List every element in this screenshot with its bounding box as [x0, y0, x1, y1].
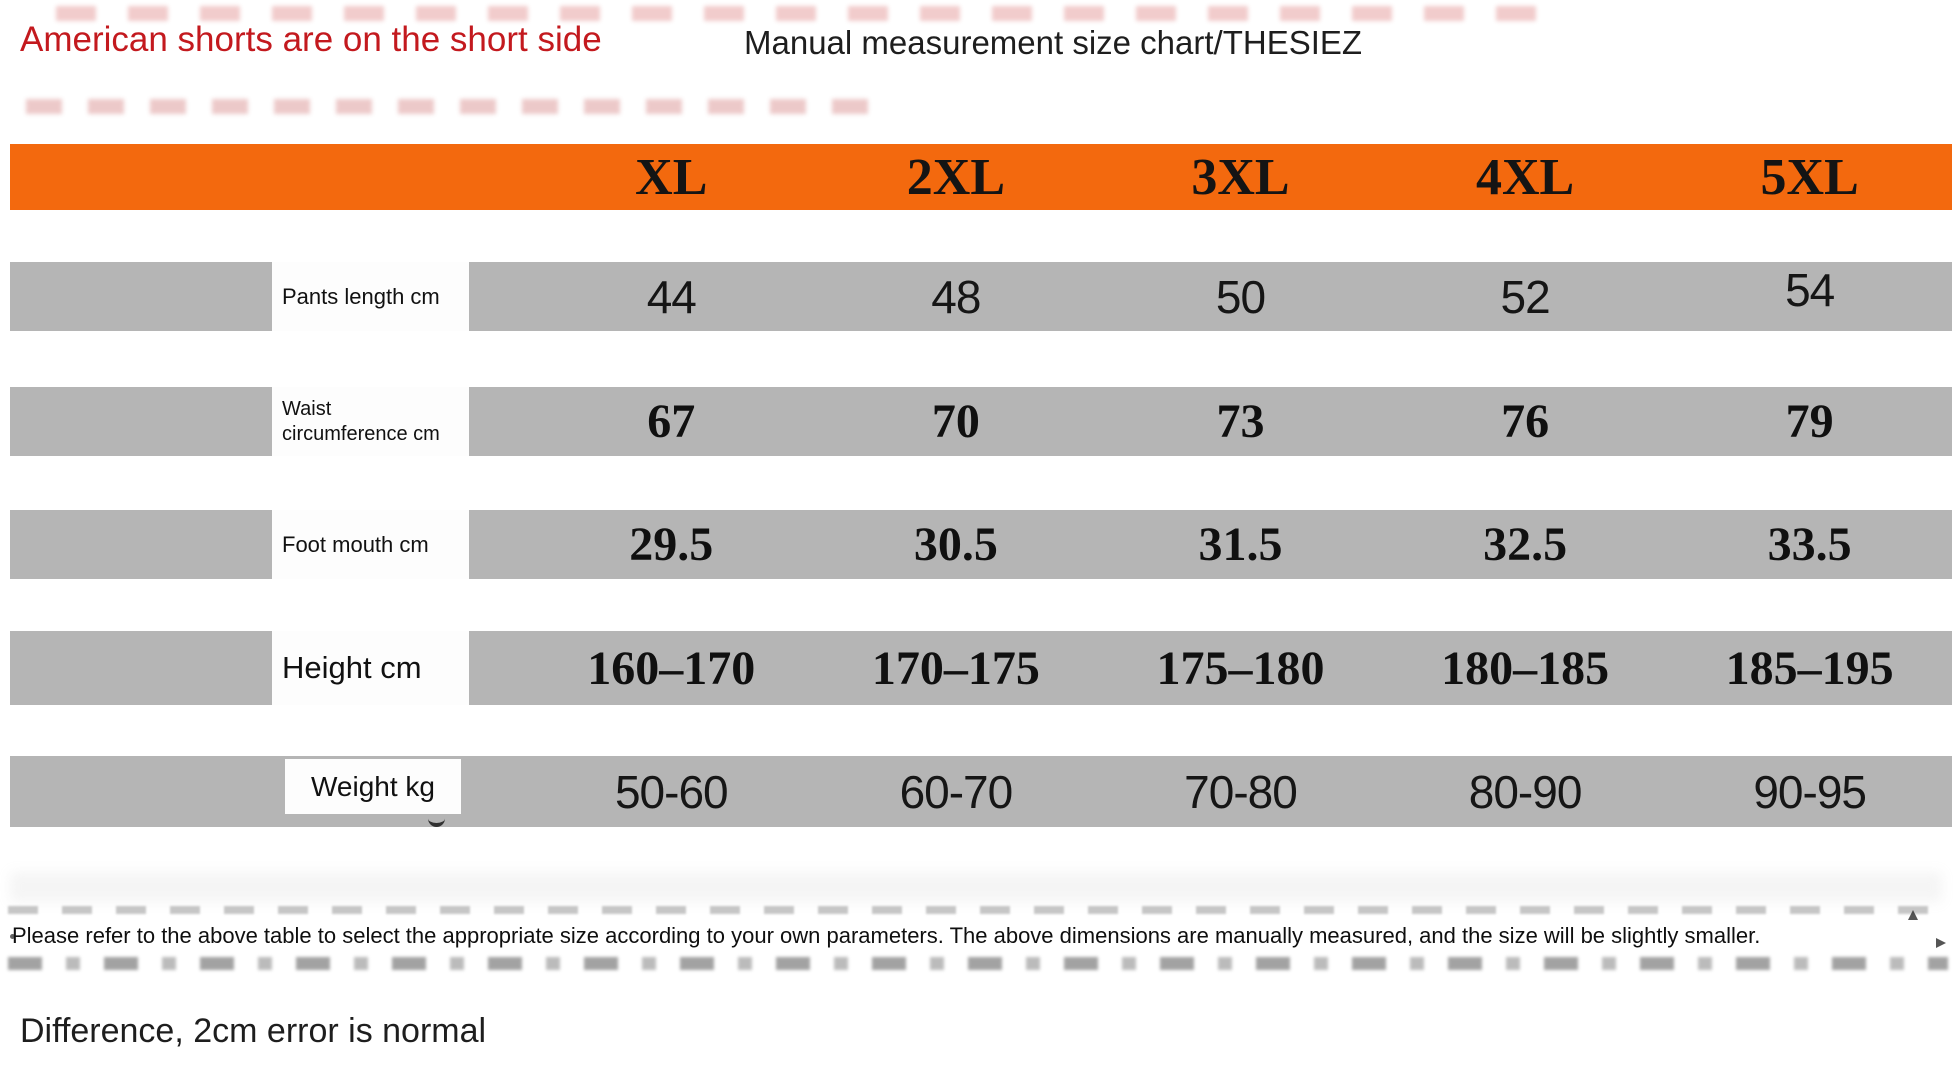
- cell-foot-mouth-5xl: 33.5: [1767, 518, 1852, 571]
- cell-height-5xl: 185–195: [1725, 641, 1894, 695]
- red-note: American shorts are on the short side: [20, 20, 602, 59]
- cell-weight-3xl: 70-80: [1184, 765, 1298, 818]
- cell-height-xl: 160–170: [587, 641, 756, 695]
- page-title: Manual measurement size chart/THESIEZ: [744, 24, 1363, 61]
- size-col-3xl: 3XL: [1191, 148, 1290, 206]
- table-row-pants-length: Pants length cm 44 48 50 52 54: [10, 262, 1952, 331]
- footer-note: Difference, 2cm error is normal: [20, 1012, 487, 1050]
- cell-foot-mouth-3xl: 31.5: [1198, 518, 1283, 571]
- cell-weight-4xl: 80-90: [1468, 765, 1583, 818]
- row-values-pants-length: 44 48 50 52 54: [469, 262, 1952, 331]
- header-spacer: [10, 144, 469, 210]
- cell-weight-xl: 50-60: [614, 765, 729, 818]
- erased-text-artifact-band: [10, 872, 1942, 902]
- erased-text-artifact-weight: [428, 814, 445, 827]
- cell-height-2xl: 170–175: [871, 641, 1040, 695]
- disclaimer-text: Please refer to the above table to selec…: [12, 923, 1761, 948]
- row-left-gray-block: [10, 510, 272, 579]
- row-label-waist: Waist circumference cm: [272, 387, 469, 456]
- header-columns: XL 2XL 3XL 4XL 5XL: [469, 144, 1952, 210]
- row-label-pants-length: Pants length cm: [272, 262, 469, 331]
- size-col-xl: XL: [635, 148, 708, 206]
- size-header-row: XL 2XL 3XL 4XL 5XL: [10, 144, 1952, 210]
- row-left-gray-block: [10, 631, 272, 705]
- cell-pants-length-3xl: 50: [1215, 270, 1266, 323]
- artifact-dot: [10, 934, 15, 939]
- row-values-waist: 67 70 73 76 79: [469, 387, 1952, 456]
- cell-foot-mouth-4xl: 32.5: [1483, 518, 1568, 571]
- row-label-weight: Weight kg: [285, 759, 461, 814]
- artifact-mark-right-upper: [1908, 910, 1918, 920]
- row-values-foot-mouth: 29.5 30.5 31.5 32.5 33.5: [469, 510, 1952, 579]
- artifact-mark-right-lower: [1936, 938, 1946, 948]
- size-col-2xl: 2XL: [906, 148, 1006, 206]
- cell-pants-length-2xl: 48: [931, 270, 981, 323]
- erased-text-artifact-under-note: [26, 99, 886, 114]
- cell-waist-xl: 67: [647, 395, 696, 448]
- row-label-height: Height cm: [272, 631, 469, 705]
- cell-height-4xl: 180–185: [1441, 641, 1610, 695]
- table-row-foot-mouth: Foot mouth cm 29.5 30.5 31.5 32.5 33.5: [10, 510, 1952, 579]
- cell-pants-length-5xl: 54: [1785, 263, 1835, 316]
- erased-text-artifact-below-disclaimer: [8, 957, 1948, 970]
- row-label-foot-mouth: Foot mouth cm: [272, 510, 469, 579]
- cell-foot-mouth-2xl: 30.5: [913, 518, 998, 571]
- cell-waist-5xl: 79: [1785, 395, 1834, 448]
- size-col-4xl: 4XL: [1475, 148, 1575, 206]
- cell-height-3xl: 175–180: [1156, 641, 1325, 695]
- cell-weight-5xl: 90-95: [1753, 765, 1867, 818]
- cell-waist-3xl: 73: [1216, 395, 1265, 448]
- cell-waist-4xl: 76: [1501, 395, 1550, 448]
- table-row-weight: Weight kg 50-60 60-70 70-80 80-90 90-95: [10, 756, 1952, 827]
- table-row-waist: Waist circumference cm 67 70 73 76 79: [10, 387, 1952, 456]
- cell-pants-length-4xl: 52: [1500, 270, 1550, 323]
- cell-pants-length-xl: 44: [646, 270, 697, 323]
- cell-waist-2xl: 70: [931, 395, 980, 448]
- table-row-height: Height cm 160–170 170–175 175–180 180–18…: [10, 631, 1952, 705]
- size-col-5xl: 5XL: [1760, 148, 1859, 206]
- row-left-gray-block: [10, 387, 272, 456]
- cell-weight-2xl: 60-70: [899, 765, 1014, 818]
- erased-text-artifact-top: [56, 6, 1556, 21]
- cell-foot-mouth-xl: 29.5: [629, 518, 714, 571]
- row-values-weight: 50-60 60-70 70-80 80-90 90-95: [469, 756, 1952, 827]
- row-values-height: 160–170 170–175 175–180 180–185 185–195: [469, 631, 1952, 705]
- erased-text-artifact-above-disclaimer: [8, 906, 1948, 914]
- row-left-gray-block: [10, 262, 272, 331]
